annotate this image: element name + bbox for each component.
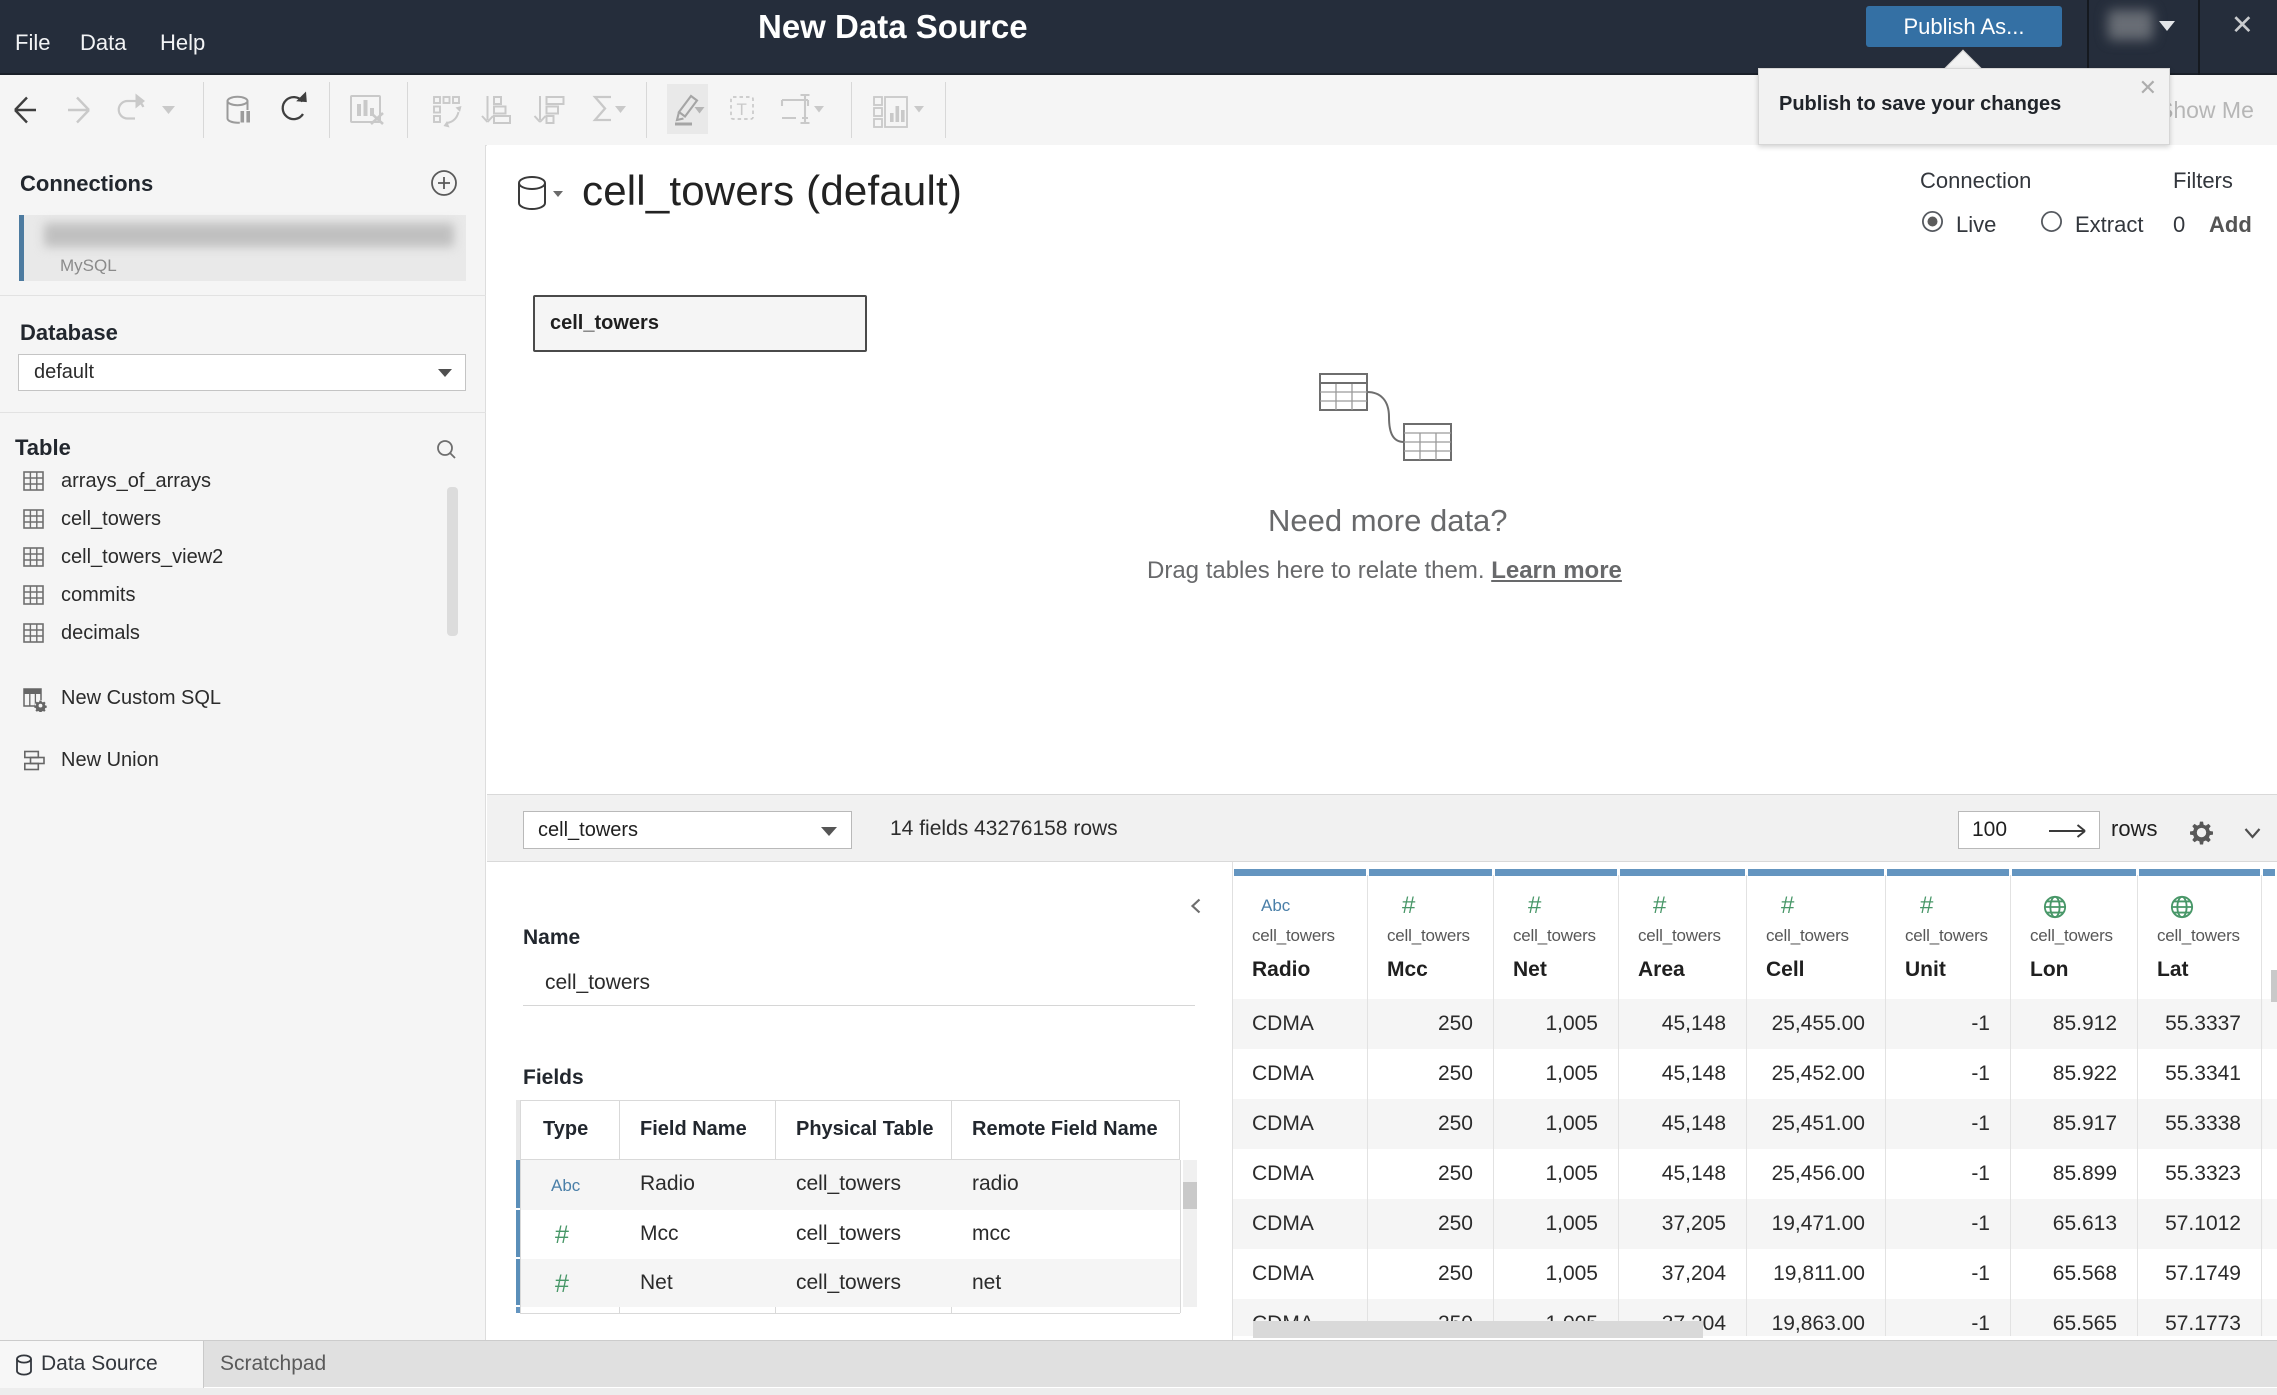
svg-text:T: T <box>737 100 747 119</box>
